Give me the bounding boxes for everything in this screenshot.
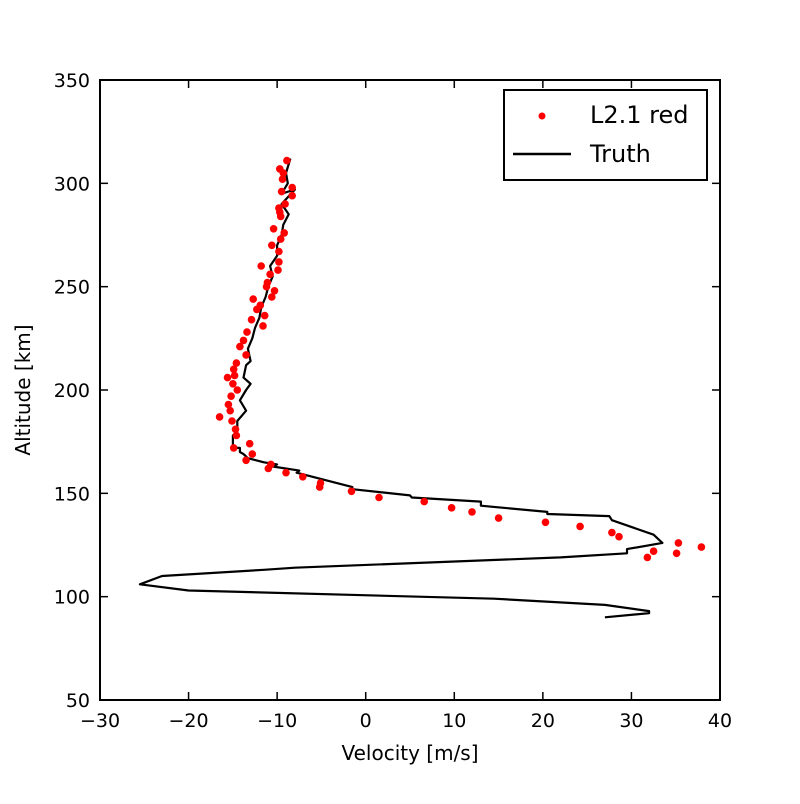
y-tick-label: 250: [54, 277, 90, 299]
x-tick-label: 0: [360, 710, 372, 732]
data-point: [252, 305, 261, 314]
x-tick-label: −10: [257, 710, 297, 732]
data-point: [420, 497, 429, 506]
l2-red-series: [215, 156, 706, 562]
data-point: [275, 247, 283, 256]
data-point: [249, 295, 257, 303]
y-tick-label: 300: [54, 173, 90, 195]
data-point: [230, 371, 239, 380]
data-point: [375, 493, 383, 502]
data-point: [264, 464, 273, 473]
x-tick-label: 10: [442, 710, 466, 732]
data-point: [347, 487, 356, 496]
legend-marker-l2-red: [538, 112, 546, 120]
data-point: [229, 380, 237, 388]
data-point: [615, 532, 623, 541]
legend-label-truth: Truth: [589, 140, 651, 168]
y-tick-label: 100: [54, 587, 90, 609]
data-point: [231, 425, 240, 434]
data-point: [269, 225, 278, 233]
x-tick-label: 20: [531, 710, 555, 732]
data-point: [608, 528, 616, 537]
data-point: [299, 473, 307, 481]
x-axis-label: Velocity [m/s]: [341, 741, 478, 765]
y-tick-label: 50: [66, 690, 90, 712]
data-point: [233, 386, 242, 394]
data-point: [223, 373, 232, 382]
data-point: [227, 392, 235, 401]
data-point: [281, 200, 289, 208]
data-point: [649, 547, 658, 555]
data-point: [279, 169, 288, 177]
data-point: [315, 483, 324, 491]
data-point: [242, 456, 250, 465]
data-point: [260, 311, 269, 320]
data-point: [232, 431, 241, 440]
data-point: [276, 235, 285, 243]
data-point: [576, 522, 584, 531]
data-point: [247, 315, 256, 324]
data-point: [262, 282, 271, 291]
data-point: [229, 444, 238, 452]
legend: L2.1 red Truth: [503, 89, 708, 181]
data-point: [259, 322, 267, 330]
data-point: [283, 156, 291, 165]
x-tick-label: 40: [708, 710, 732, 732]
data-point: [232, 359, 241, 367]
data-point: [270, 287, 279, 295]
data-point: [280, 229, 289, 237]
truth-series: [138, 158, 664, 619]
data-point: [274, 266, 282, 274]
data-point: [243, 328, 251, 336]
data-point: [268, 293, 276, 301]
data-point: [239, 336, 248, 345]
data-point: [468, 508, 476, 516]
y-tick-label: 350: [54, 70, 90, 92]
data-point: [229, 365, 238, 374]
data-point: [257, 262, 266, 270]
data-point: [282, 468, 290, 477]
data-point: [674, 539, 683, 547]
data-point: [215, 413, 224, 421]
data-point: [672, 549, 681, 558]
data-point: [277, 187, 286, 196]
data-point: [242, 351, 250, 359]
y-tick-label: 200: [54, 380, 90, 402]
data-point: [288, 183, 297, 192]
data-point: [447, 504, 456, 512]
data-point: [643, 553, 652, 562]
data-point: [228, 417, 236, 425]
data-point: [245, 439, 254, 448]
data-point: [224, 400, 233, 409]
data-point: [268, 241, 276, 250]
data-point: [266, 270, 274, 279]
data-point: [697, 543, 706, 551]
data-point: [275, 258, 283, 266]
data-point: [288, 191, 297, 200]
data-point: [541, 518, 550, 527]
y-axis-label: Altitude [km]: [11, 324, 35, 455]
axis-ticks: −30 −20 −10 0 10 20 30 40 50 100 150 200 250 300 350: [54, 70, 732, 732]
truth-line: [138, 158, 664, 619]
data-point: [236, 342, 244, 351]
data-point: [226, 406, 234, 415]
legend-label-l2-red: L2.1 red: [590, 101, 689, 129]
data-point: [494, 514, 503, 522]
data-point: [248, 450, 257, 458]
x-tick-label: −30: [80, 710, 120, 732]
x-tick-label: 30: [619, 710, 643, 732]
y-tick-label: 150: [54, 483, 90, 505]
legend-box: [503, 89, 708, 181]
x-tick-label: −20: [169, 710, 209, 732]
data-point: [278, 175, 287, 183]
data-point: [276, 212, 285, 221]
